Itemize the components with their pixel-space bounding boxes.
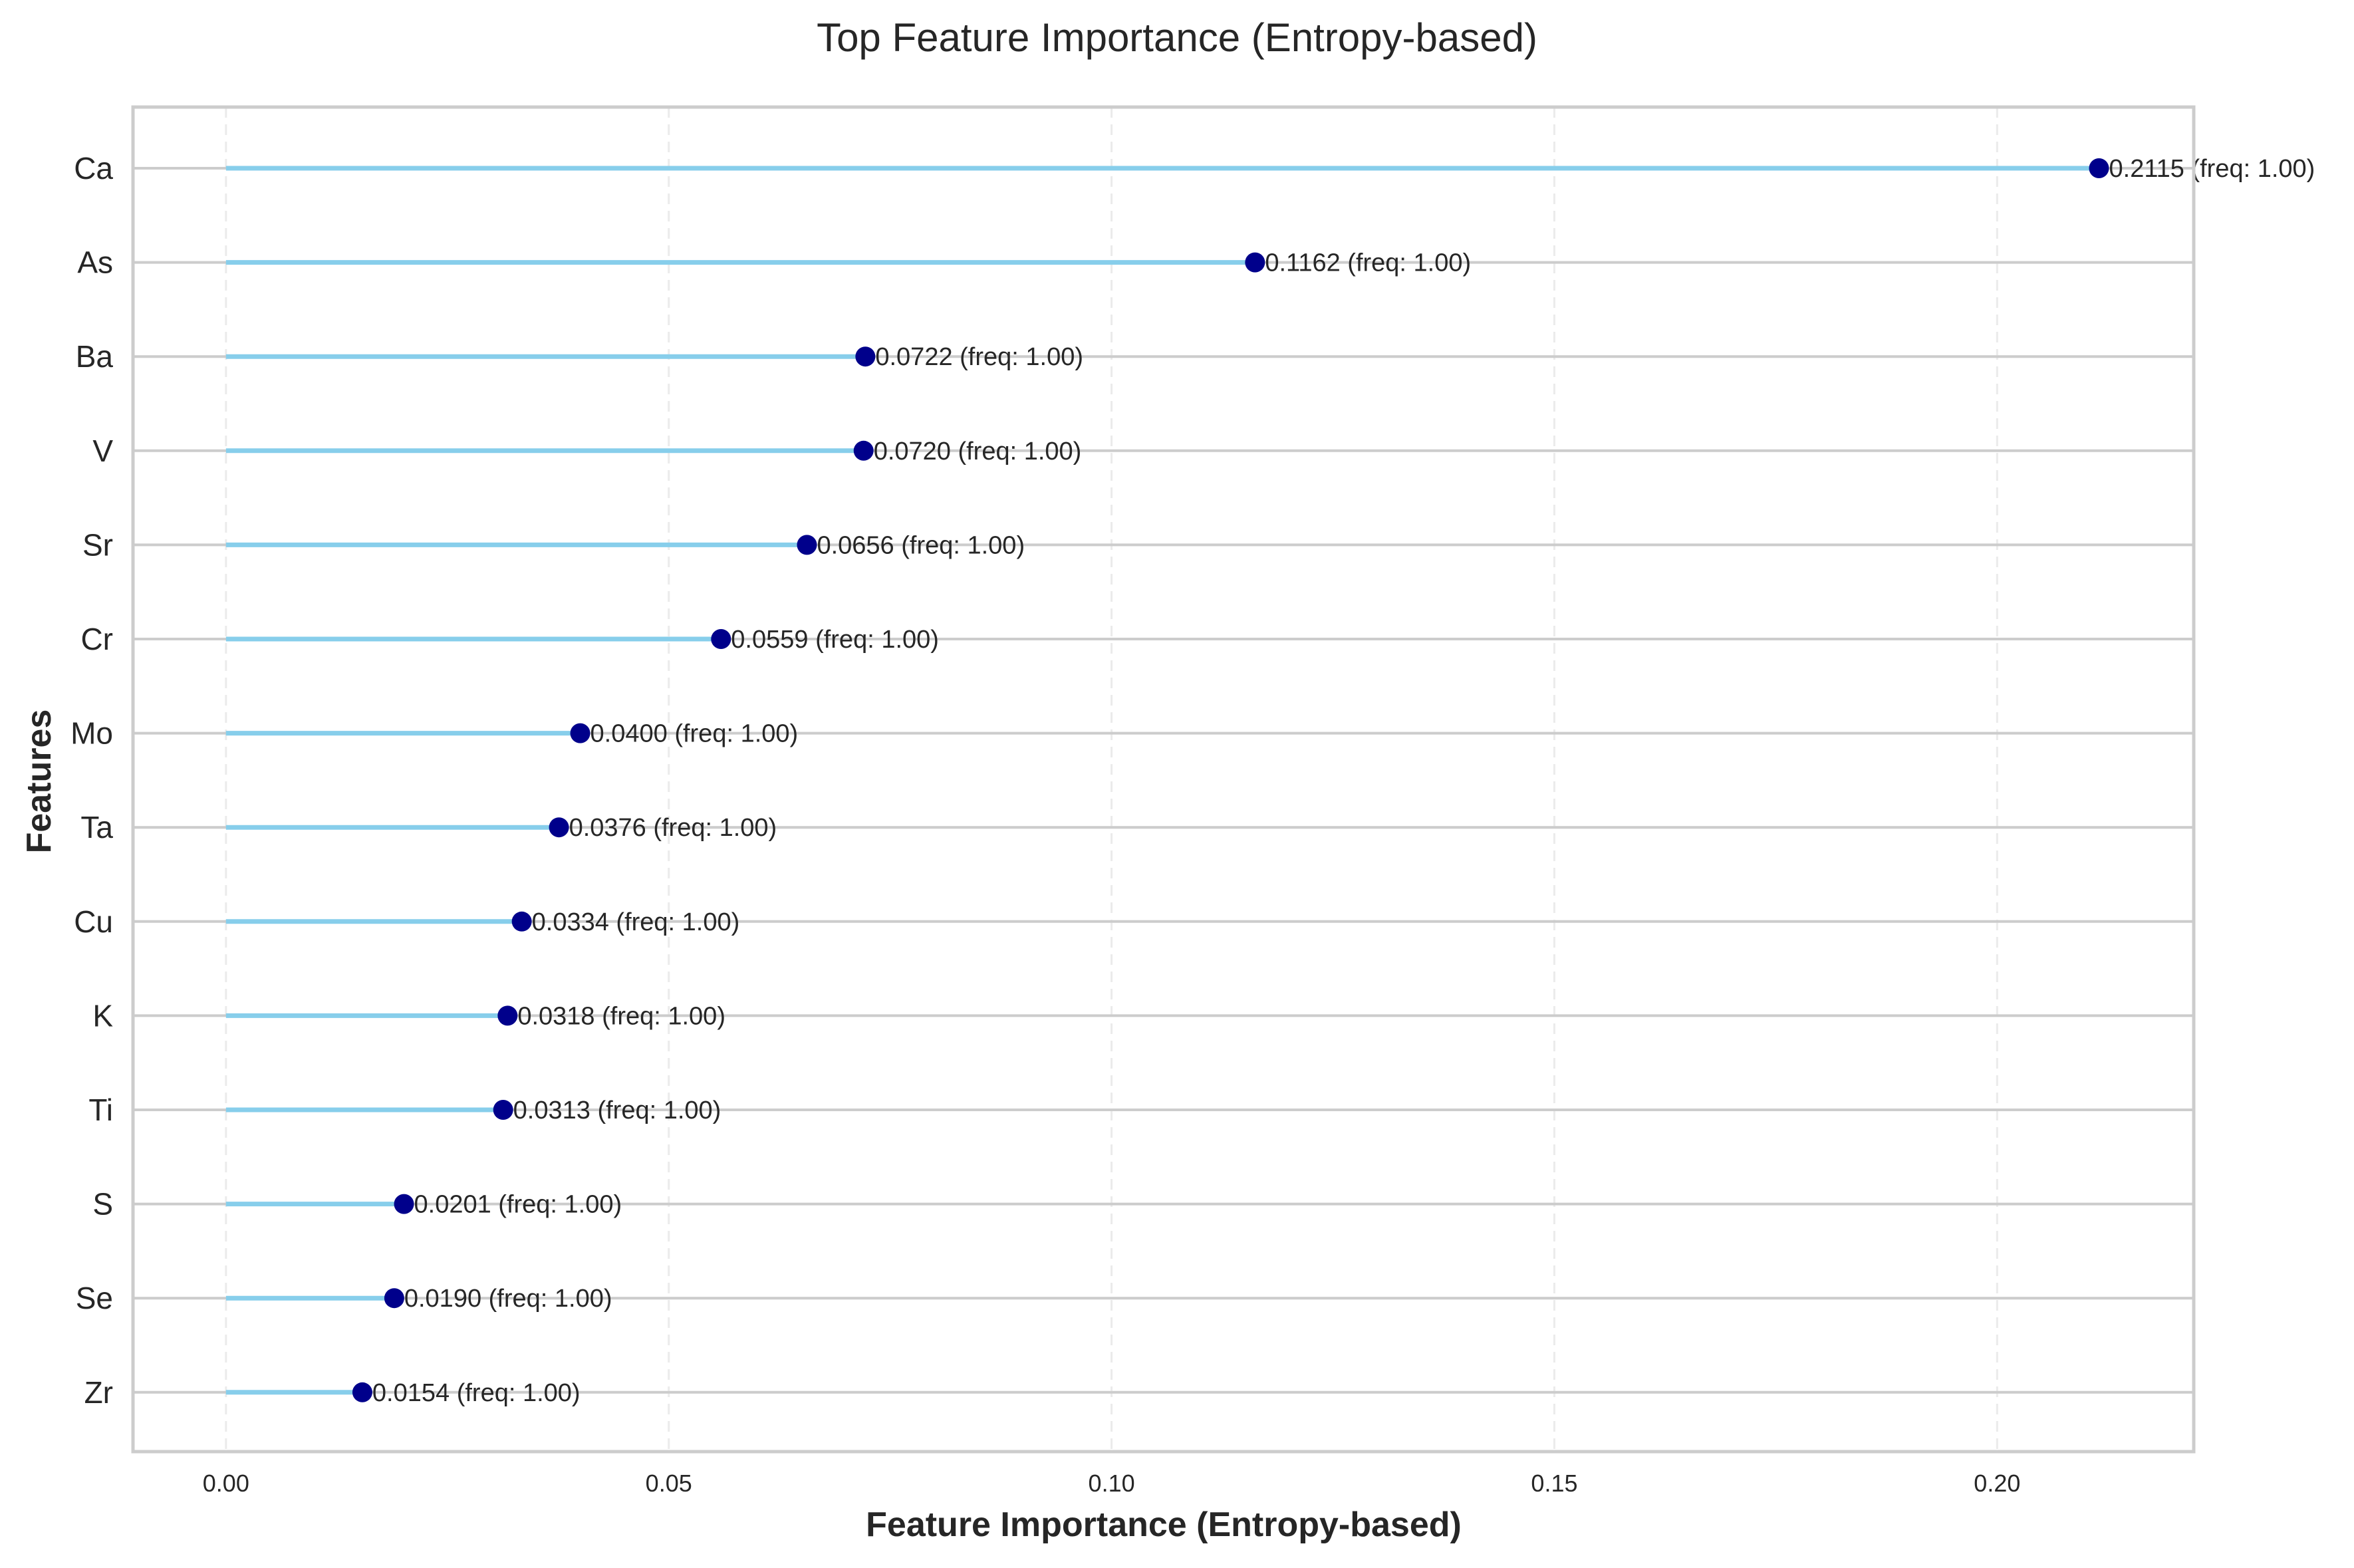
y-tick-label: Ti	[88, 1093, 113, 1127]
y-tick-label: K	[92, 998, 113, 1033]
value-label: 0.0722 (freq: 1.00)	[875, 343, 1083, 371]
y-tick-label: Ca	[74, 151, 113, 186]
x-tick-label: 0.00	[203, 1470, 249, 1497]
marker-point	[493, 1100, 513, 1120]
marker-point	[384, 1288, 404, 1309]
y-tick-label: Mo	[70, 716, 113, 751]
y-axis-label: Features	[20, 710, 59, 854]
y-tick-label: Cu	[74, 904, 113, 939]
value-label: 0.0720 (freq: 1.00)	[874, 438, 1082, 465]
marker-point	[855, 346, 876, 367]
y-tick-label: Sr	[82, 527, 113, 562]
value-label: 0.0334 (freq: 1.00)	[532, 908, 740, 936]
marker-point	[497, 1005, 518, 1026]
y-tick-label: Zr	[84, 1375, 113, 1410]
value-label: 0.0656 (freq: 1.00)	[817, 531, 1025, 559]
value-label: 0.0559 (freq: 1.00)	[731, 626, 939, 654]
y-tick-label: Cr	[80, 622, 113, 656]
stem-layer	[225, 166, 2099, 1395]
marker-point	[711, 629, 731, 649]
marker-layer	[352, 158, 2109, 1402]
value-label: 0.0376 (freq: 1.00)	[569, 814, 777, 842]
marker-point	[797, 535, 817, 555]
value-label: 0.0190 (freq: 1.00)	[404, 1285, 612, 1313]
x-tick-label: 0.15	[1531, 1470, 1577, 1497]
y-tick-label: Se	[76, 1281, 113, 1315]
marker-point	[394, 1194, 414, 1214]
chart-title: Top Feature Importance (Entropy-based)	[817, 15, 1537, 60]
y-tick-label: Ba	[76, 339, 114, 374]
value-label: 0.0400 (freq: 1.00)	[590, 720, 799, 748]
y-tick-label: Ta	[80, 810, 113, 845]
x-tick-labels: 0.00 0.05 0.10 0.15 0.20	[203, 1470, 2021, 1497]
y-tick-label: V	[92, 434, 113, 468]
y-tick-label: S	[92, 1187, 113, 1222]
marker-point	[511, 911, 532, 932]
x-axis-label: Feature Importance (Entropy-based)	[866, 1505, 1462, 1544]
x-tick-label: 0.20	[1974, 1470, 2020, 1497]
marker-point	[1245, 252, 1265, 273]
y-tick-labels: Ca As Ba V Sr Cr Mo Ta Cu K Ti S Se Zr	[70, 151, 113, 1410]
plot-frame	[131, 105, 2196, 1454]
value-label: 0.0201 (freq: 1.00)	[414, 1191, 622, 1219]
value-label: 0.2115 (freq: 1.00)	[2109, 155, 2315, 183]
marker-point	[570, 723, 590, 743]
x-tick-label: 0.05	[646, 1470, 692, 1497]
value-label: 0.1162 (freq: 1.00)	[1265, 249, 1471, 277]
value-label: 0.0318 (freq: 1.00)	[517, 1002, 725, 1030]
value-label-layer: 0.2115 (freq: 1.00) 0.1162 (freq: 1.00) 0.…	[372, 155, 2315, 1407]
x-tick-label: 0.10	[1089, 1470, 1135, 1497]
value-label: 0.0313 (freq: 1.00)	[513, 1097, 721, 1124]
marker-point	[352, 1382, 372, 1402]
marker-point	[853, 440, 874, 461]
marker-point	[549, 817, 569, 838]
value-label: 0.0154 (freq: 1.00)	[372, 1379, 581, 1407]
y-tick-label: As	[77, 245, 113, 280]
marker-point	[2089, 158, 2109, 178]
